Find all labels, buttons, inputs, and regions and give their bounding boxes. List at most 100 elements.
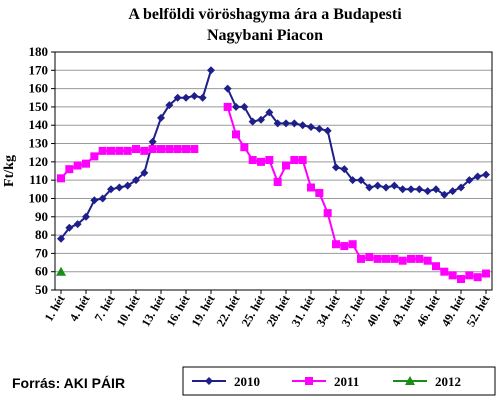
data-point-2010: [107, 185, 115, 194]
data-point-2010: [273, 119, 282, 128]
y-tick-label: 50: [35, 282, 48, 297]
data-point-2012: [56, 266, 66, 276]
data-point-2011: [107, 146, 115, 155]
data-point-2011: [365, 253, 374, 262]
data-point-2010: [115, 183, 124, 192]
data-point-2011: [398, 256, 407, 265]
plot-area: [54, 51, 493, 291]
legend: 2010 2011 2012: [182, 366, 496, 396]
data-point-2010: [82, 212, 90, 221]
y-tick-label: 100: [29, 190, 49, 205]
legend-marker-2010: [205, 377, 213, 385]
data-point-2011: [73, 161, 82, 170]
data-point-2011: [457, 275, 465, 284]
data-point-2010: [440, 190, 449, 199]
data-point-2010: [448, 187, 457, 196]
data-point-2011: [148, 145, 157, 154]
data-point-2010: [457, 183, 465, 192]
data-point-2011: [440, 267, 449, 276]
legend-label-2012: 2012: [435, 374, 461, 389]
data-point-2011: [257, 157, 265, 166]
data-point-2010: [282, 119, 290, 128]
y-axis: 50 60 70 80 90 100 110 120 130 140 150 160 170 180: [29, 44, 55, 297]
data-point-2010: [148, 137, 157, 146]
data-point-2011: [82, 159, 90, 168]
data-point-2011: [473, 273, 482, 282]
data-point-2011: [190, 145, 199, 154]
data-point-2010: [307, 123, 315, 132]
data-point-2010: [198, 93, 207, 102]
data-point-2010: [323, 126, 332, 135]
data-point-2010: [190, 91, 199, 100]
legend-box: [182, 366, 496, 396]
data-point-2010: [232, 102, 240, 111]
data-point-2010: [315, 124, 324, 133]
data-point-2010: [482, 170, 490, 179]
y-tick-label: 120: [29, 154, 49, 169]
data-point-2010: [415, 185, 424, 194]
data-point-2011: [132, 145, 140, 154]
y-tick-label: 90: [35, 209, 48, 224]
y-tick-label: 140: [29, 117, 49, 132]
data-point-2011: [448, 271, 457, 280]
data-point-2011: [157, 145, 165, 154]
data-point-2011: [340, 242, 349, 251]
y-tick-label: 150: [29, 99, 49, 114]
series-2012: [56, 266, 66, 276]
data-point-2011: [282, 161, 290, 170]
series-2011: [57, 102, 490, 284]
data-point-2011: [248, 156, 257, 165]
data-point-2011: [357, 254, 365, 263]
y-tick-label: 110: [29, 172, 48, 187]
data-point-2011: [165, 145, 174, 154]
data-point-2010: [298, 121, 307, 130]
data-point-2011: [348, 240, 357, 249]
data-point-2011: [65, 165, 74, 174]
data-point-2010: [140, 168, 149, 177]
data-point-2010: [332, 163, 340, 172]
data-point-2010: [290, 119, 299, 128]
data-point-2010: [248, 117, 257, 126]
series-group: [56, 66, 490, 284]
data-point-2010: [340, 165, 349, 174]
data-point-2010: [132, 176, 140, 185]
chart-title-line2: Nagybani Piacon: [207, 27, 323, 44]
data-point-2011: [240, 143, 249, 152]
data-point-2011: [407, 254, 415, 263]
data-point-2011: [432, 262, 440, 271]
data-point-2011: [232, 130, 240, 139]
data-point-2010: [423, 187, 432, 196]
data-point-2010: [407, 185, 415, 194]
data-point-2010: [207, 66, 215, 75]
data-point-2011: [273, 177, 282, 186]
data-point-2011: [307, 183, 315, 192]
data-point-2010: [373, 181, 382, 190]
data-point-2011: [123, 146, 132, 155]
data-point-2010: [257, 115, 265, 124]
legend-items: 2010 2011 2012: [192, 374, 461, 389]
data-point-2011: [57, 174, 65, 183]
data-point-2011: [173, 145, 182, 154]
data-point-2010: [57, 234, 65, 243]
data-point-2010: [123, 181, 132, 190]
data-point-2011: [415, 254, 424, 263]
data-point-2011: [298, 156, 307, 165]
data-point-2010: [65, 223, 74, 232]
y-tick-label: 170: [29, 62, 49, 77]
y-tick-label: 130: [29, 136, 49, 151]
legend-label-2011: 2011: [334, 374, 359, 389]
chart-title-line1: A belföldi vöröshagyma ára a Budapesti: [128, 6, 402, 23]
data-point-2011: [90, 152, 99, 161]
data-point-2010: [357, 176, 365, 185]
data-point-2010: [365, 183, 374, 192]
series-2010: [57, 66, 490, 243]
data-point-2011: [465, 271, 474, 280]
y-tick-label: 80: [35, 227, 48, 242]
data-point-2011: [332, 240, 340, 249]
y-tick-label: 180: [29, 44, 49, 59]
data-point-2010: [240, 102, 249, 111]
data-point-2011: [482, 269, 490, 278]
data-point-2010: [465, 176, 474, 185]
